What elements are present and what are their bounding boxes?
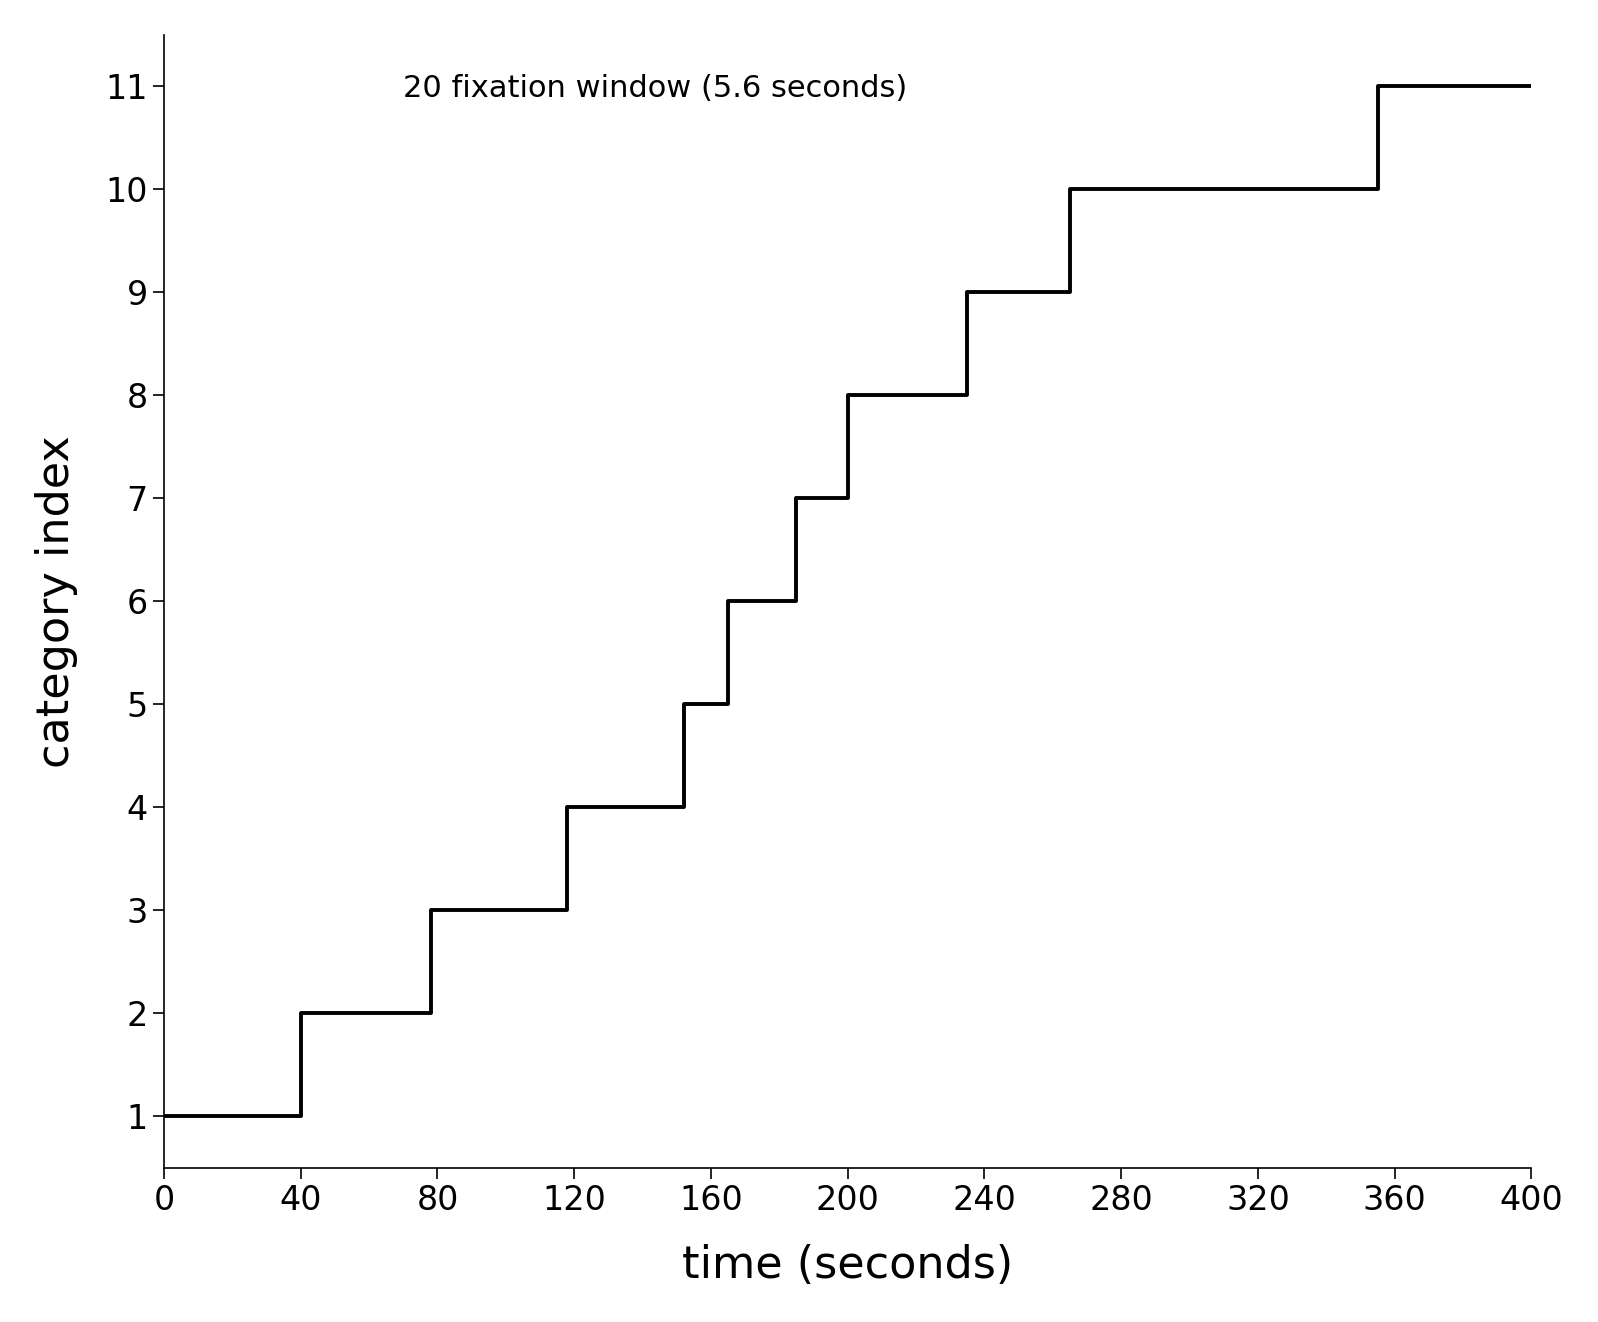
Y-axis label: category index: category index bbox=[35, 435, 78, 768]
X-axis label: time (seconds): time (seconds) bbox=[682, 1244, 1013, 1288]
Text: 20 fixation window (5.6 seconds): 20 fixation window (5.6 seconds) bbox=[403, 74, 908, 103]
